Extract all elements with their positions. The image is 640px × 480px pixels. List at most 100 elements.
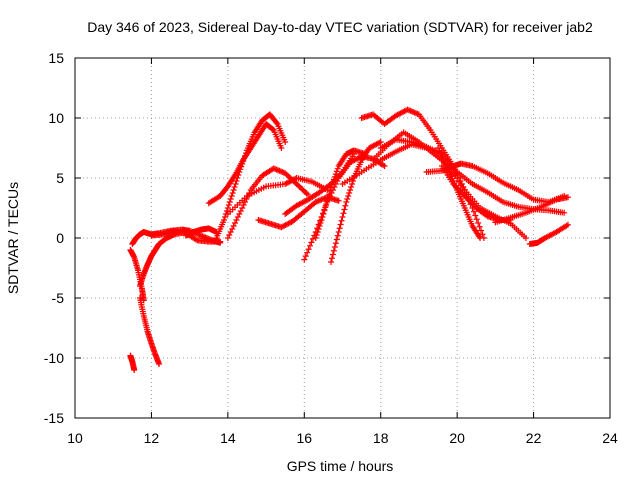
data-point [478,227,485,234]
data-point [131,367,138,373]
series-arc-7 [182,225,220,239]
data-point [231,184,238,190]
data-point [235,172,242,178]
data-point [564,221,571,228]
data-point [328,181,335,188]
x-tick-label: 14 [220,430,236,446]
data-point [475,220,482,226]
series-arc-4 [136,295,163,367]
data-point [328,184,335,191]
data-point [301,256,308,263]
data-point [561,209,568,216]
data-point [229,226,236,232]
data-point [239,160,246,167]
data-point [315,226,322,232]
series-arc-15 [312,147,369,241]
series-arc-25 [526,221,571,247]
data-point [345,193,352,199]
data-point [470,208,477,215]
data-point [228,193,235,199]
x-tick-label: 24 [602,430,618,446]
data-point [476,223,483,230]
data-point [312,235,319,241]
data-point [317,220,324,226]
series-arc-2 [127,352,138,373]
data-point [347,187,354,193]
y-axis-label: SDTVAR / TECUs [5,182,21,294]
data-point [325,194,332,201]
data-point [240,158,247,165]
y-tick-label: 5 [56,170,64,186]
data-point [232,181,239,187]
data-point [241,155,248,162]
x-tick-label: 20 [449,430,465,446]
series-arc-9 [213,111,289,241]
data-point [233,217,240,223]
data-point [334,232,341,239]
y-tick-label: 15 [48,50,64,66]
data-point [156,361,163,367]
data-point [224,205,231,211]
chart-title: Day 346 of 2023, Sidereal Day-to-day VTE… [87,19,593,35]
data-point [307,242,314,249]
data-point [221,217,228,223]
data-point [343,199,350,205]
data-point [333,168,340,175]
data-point [479,231,486,238]
data-point [328,255,335,262]
series-arc-23 [435,145,484,241]
data-point [304,249,311,256]
y-tick-label: 10 [48,110,64,126]
data-point [319,214,326,220]
data-point [243,150,250,157]
data-point [234,214,241,220]
axis-ticks [74,57,611,419]
data-point [331,244,338,250]
data-point [348,184,355,190]
data-point [340,210,347,217]
data-point [323,201,330,208]
data-point [236,211,243,217]
data-point [227,229,234,235]
data-point [309,235,316,242]
data-point [334,165,341,172]
series-arc-20 [377,136,568,216]
data-point [381,163,388,169]
data-point [344,196,351,202]
data-points [127,106,571,373]
data-point [333,236,340,243]
y-tick-label: -15 [44,410,64,426]
data-point [226,232,233,238]
x-axis-label: GPS time / hours [287,458,394,474]
data-point [321,207,328,214]
data-point [346,190,353,196]
data-point [332,240,339,247]
data-point [278,145,285,151]
data-point [337,221,344,228]
data-point [330,176,337,183]
data-point [233,178,240,184]
data-point [341,206,348,213]
data-point [335,197,342,204]
x-tick-labels: 10 12 14 16 18 20 22 24 [67,430,618,446]
data-point [232,220,239,226]
data-point [477,235,484,241]
data-point [225,202,232,208]
data-point [342,202,349,209]
data-point [305,246,312,253]
data-point [349,181,356,187]
y-tick-label: -10 [44,350,64,366]
data-point [329,179,336,186]
x-tick-label: 16 [296,430,312,446]
data-point [236,169,243,175]
data-point [326,191,333,198]
y-tick-labels: -15 -10 -5 0 5 10 15 [44,50,64,426]
data-point [223,208,230,214]
data-point [332,171,339,178]
data-point [473,216,480,223]
y-tick-label: -5 [52,290,65,306]
data-point [221,214,228,220]
data-point [522,235,529,241]
data-point [226,199,233,205]
